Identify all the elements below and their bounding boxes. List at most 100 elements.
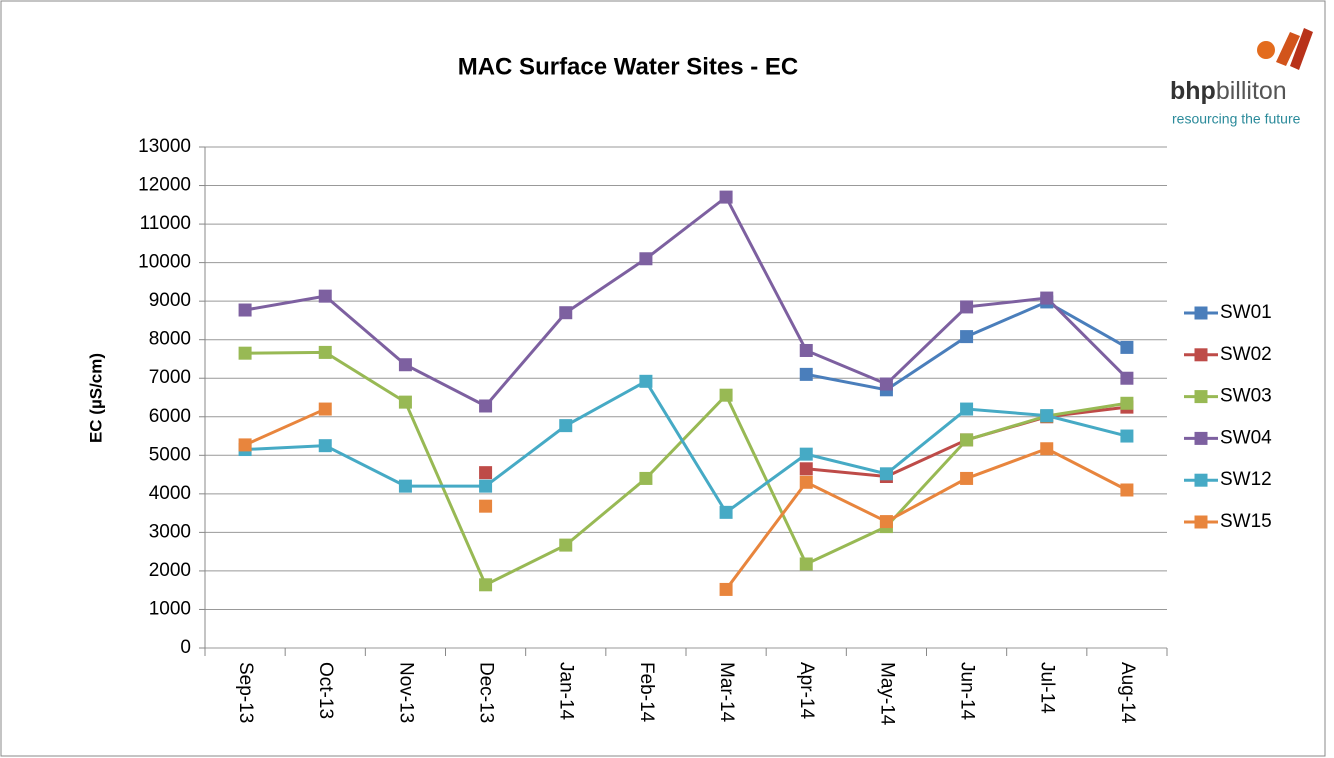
data-point xyxy=(799,475,813,489)
data-point xyxy=(559,306,573,320)
logo-bold: bhp xyxy=(1170,77,1216,105)
data-point xyxy=(799,557,813,571)
y-tick-label: 9000 xyxy=(149,290,191,311)
data-point xyxy=(1040,291,1054,305)
y-axis-label: EC (µS/cm) xyxy=(86,353,105,443)
legend-marker xyxy=(1194,473,1208,487)
data-point xyxy=(1040,409,1054,423)
data-point xyxy=(479,578,493,592)
data-point xyxy=(318,345,332,359)
y-tick-label: 13000 xyxy=(138,136,191,157)
data-point xyxy=(960,330,974,344)
series-line xyxy=(244,194,1128,408)
x-tick-label: Jan-14 xyxy=(556,662,577,721)
data-point xyxy=(318,402,332,416)
series-line xyxy=(244,407,1128,591)
y-tick-label: 6000 xyxy=(149,406,191,427)
logo-dot xyxy=(1257,41,1275,59)
legend-marker xyxy=(1194,348,1208,362)
data-point xyxy=(1040,442,1054,456)
data-point xyxy=(719,505,733,519)
legend-marker xyxy=(1194,431,1208,445)
y-tick-label: 3000 xyxy=(149,521,191,542)
data-point xyxy=(559,419,573,433)
x-tick-label: Jun-14 xyxy=(957,662,978,721)
x-tick-label: Sep-13 xyxy=(235,662,256,723)
logo-text: bhpbilliton xyxy=(1170,77,1287,105)
y-tick-label: 7000 xyxy=(149,367,191,388)
data-point xyxy=(1120,340,1134,354)
data-point xyxy=(238,303,252,317)
data-point xyxy=(639,471,653,485)
legend-label: SW12 xyxy=(1220,469,1272,490)
data-point xyxy=(960,300,974,314)
data-point xyxy=(238,438,252,452)
legend-marker xyxy=(1194,390,1208,404)
logo-tagline: resourcing the future xyxy=(1172,111,1301,127)
data-point xyxy=(1120,396,1134,410)
data-point xyxy=(398,358,412,372)
data-point xyxy=(398,395,412,409)
legend-marker xyxy=(1194,306,1208,320)
data-point xyxy=(960,471,974,485)
logo-brand: billiton xyxy=(1216,77,1287,105)
y-tick-label: 0 xyxy=(180,637,191,658)
y-tick-label: 12000 xyxy=(138,175,191,196)
data-point xyxy=(879,377,893,391)
x-tick-label: May-14 xyxy=(876,662,897,726)
data-point xyxy=(479,466,493,480)
legend-marker xyxy=(1194,515,1208,529)
series-line xyxy=(245,350,1128,587)
data-point xyxy=(238,346,252,360)
data-point xyxy=(799,343,813,357)
legend-label: SW04 xyxy=(1220,427,1272,448)
legend-label: SW02 xyxy=(1220,344,1272,365)
data-point xyxy=(879,467,893,481)
x-tick-label: Apr-14 xyxy=(796,662,817,719)
logo-shape xyxy=(1290,28,1313,70)
data-point xyxy=(1120,371,1134,385)
y-tick-label: 5000 xyxy=(149,444,191,465)
data-point xyxy=(559,538,573,552)
x-tick-label: Mar-14 xyxy=(716,662,737,723)
series-line xyxy=(245,379,1128,515)
legend-label: SW01 xyxy=(1220,302,1272,323)
y-tick-label: 2000 xyxy=(149,560,191,581)
data-point xyxy=(960,433,974,447)
data-point xyxy=(639,374,653,388)
data-point xyxy=(879,515,893,529)
data-point xyxy=(479,499,493,513)
y-tick-label: 11000 xyxy=(140,213,191,234)
data-point xyxy=(719,388,733,402)
legend-label: SW03 xyxy=(1220,386,1272,407)
data-point xyxy=(318,439,332,453)
data-point xyxy=(719,582,733,596)
x-tick-label: Feb-14 xyxy=(636,662,657,723)
y-tick-label: 10000 xyxy=(138,252,191,273)
x-tick-label: Jul-14 xyxy=(1037,662,1058,714)
x-tick-label: Dec-13 xyxy=(476,662,497,723)
data-point xyxy=(1120,483,1134,497)
data-point xyxy=(398,479,412,493)
y-tick-label: 8000 xyxy=(149,329,191,350)
logo-shape xyxy=(1276,32,1300,66)
data-point xyxy=(799,367,813,381)
logo: bhpbilliton resourcing the future xyxy=(1170,28,1313,127)
y-tick-label: 4000 xyxy=(149,483,191,504)
data-point xyxy=(799,462,813,476)
data-point xyxy=(479,479,493,493)
y-tick-label: 1000 xyxy=(149,598,191,619)
data-point xyxy=(318,289,332,303)
x-tick-label: Aug-14 xyxy=(1117,662,1138,724)
legend-label: SW15 xyxy=(1220,511,1272,532)
data-point xyxy=(479,399,493,413)
x-tick-label: Oct-13 xyxy=(315,662,336,719)
data-point xyxy=(799,447,813,461)
x-tick-label: Nov-13 xyxy=(395,662,416,723)
data-point xyxy=(639,252,653,266)
data-point xyxy=(960,402,974,416)
chart-title: MAC Surface Water Sites - EC xyxy=(458,53,799,80)
data-point xyxy=(1120,429,1134,443)
data-point xyxy=(719,190,733,204)
